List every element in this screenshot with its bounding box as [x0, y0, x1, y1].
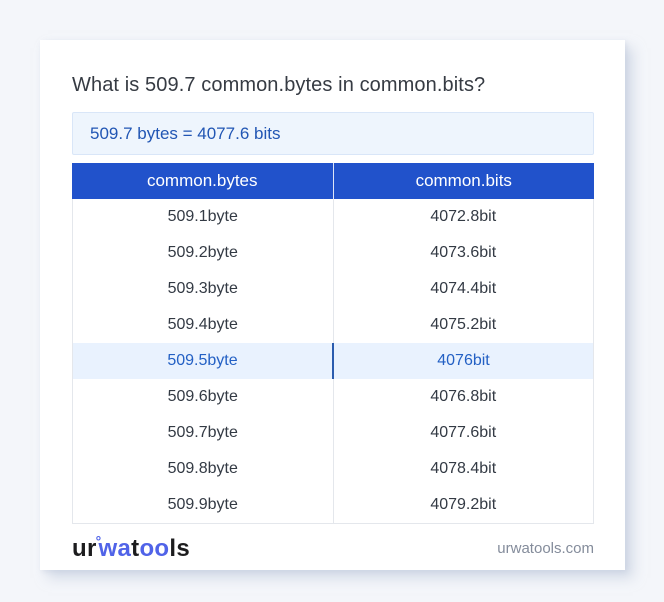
card-footer: ur°watools urwatools.com: [72, 533, 594, 564]
logo-glasses-oo: oo: [139, 535, 170, 562]
bits-cell: 4072.8bit: [332, 199, 594, 235]
bytes-cell: 509.6byte: [167, 388, 238, 405]
bits-cell: 4074.4bit: [332, 271, 594, 307]
page-title: What is 509.7 common.bytes in common.bit…: [72, 74, 486, 96]
table-row: 509.6byte 4076.8bit: [73, 379, 593, 415]
table-header-row: common.bytes common.bits: [72, 163, 594, 199]
logo-text-ur: ur: [72, 535, 97, 562]
site-domain-text: urwatools.com: [497, 539, 594, 557]
table-row: 509.3byte 4074.4bit: [73, 271, 593, 307]
column-header-bytes: common.bytes: [146, 171, 258, 190]
bits-cell: 4076.8bit: [332, 379, 594, 415]
bytes-cell: 509.1byte: [167, 208, 238, 225]
table-row: 509.4byte 4075.2bit: [73, 307, 593, 343]
bits-cell: 4077.6bit: [332, 415, 594, 451]
bits-cell: 4079.2bit: [332, 487, 594, 523]
bits-cell: 4075.2bit: [332, 307, 594, 343]
logo-text-wa: wa: [98, 535, 132, 562]
logo-ring-icon: °: [95, 533, 102, 549]
bytes-cell: 509.7byte: [167, 424, 238, 441]
bits-cell-link[interactable]: 4076bit: [332, 343, 593, 379]
logo-text-t: t: [131, 535, 140, 562]
converter-card: What is 509.7 common.bytes in common.bit…: [40, 40, 625, 570]
column-header-bits: common.bits: [332, 163, 595, 199]
bytes-cell: 509.2byte: [167, 244, 238, 261]
bytes-cell: 509.4byte: [167, 316, 238, 333]
site-logo[interactable]: ur°watools: [72, 533, 190, 564]
bytes-cell-link[interactable]: 509.5byte: [167, 352, 238, 369]
bytes-cell: 509.8byte: [167, 460, 238, 477]
table-row: 509.1byte 4072.8bit: [73, 199, 593, 235]
bits-cell: 4073.6bit: [332, 235, 594, 271]
conversion-result-box: 509.7 bytes = 4077.6 bits: [72, 112, 594, 155]
table-row: 509.7byte 4077.6bit: [73, 415, 593, 451]
conversion-result-text: 509.7 bytes = 4077.6 bits: [90, 123, 281, 143]
bytes-cell: 509.3byte: [167, 280, 238, 297]
table-row-highlighted[interactable]: 509.5byte 4076bit: [73, 343, 593, 379]
logo-text-ls: ls: [169, 535, 190, 562]
table-row: 509.9byte 4079.2bit: [73, 487, 593, 523]
table-row: 509.8byte 4078.4bit: [73, 451, 593, 487]
table-row: 509.2byte 4073.6bit: [73, 235, 593, 271]
conversion-table: common.bytes common.bits 509.1byte 4072.…: [72, 163, 594, 524]
bits-cell: 4078.4bit: [332, 451, 594, 487]
bytes-cell: 509.9byte: [167, 496, 238, 513]
